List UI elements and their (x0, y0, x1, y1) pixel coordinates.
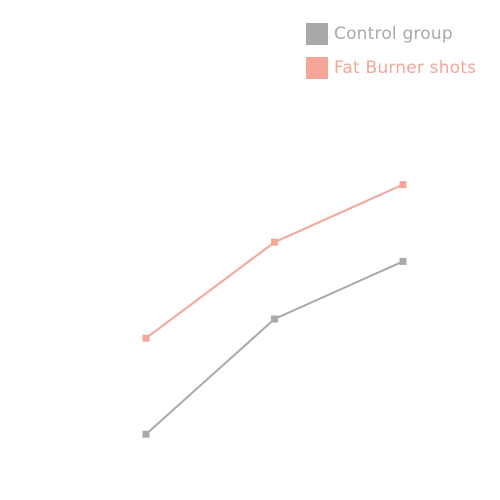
data-point-fat-burner-shots-3[interactable] (399, 181, 407, 189)
series-line-fat-burner-shots (145, 183, 404, 340)
legend-label-fat-burner-shots: Fat Burner shots (334, 58, 477, 78)
legend-swatch-fat-burner-shots (306, 57, 328, 79)
data-point-fat-burner-shots-1[interactable] (142, 334, 150, 342)
legend-item-control-group[interactable]: Control group (306, 23, 476, 45)
legend: Control group Fat Burner shots (306, 23, 476, 79)
series-layer (142, 181, 407, 438)
legend-label-control-group: Control group (334, 24, 453, 44)
legend-item-fat-burner-shots[interactable]: Fat Burner shots (306, 57, 476, 79)
data-point-control-group-2[interactable] (271, 315, 278, 323)
data-point-control-group-3[interactable] (399, 257, 407, 265)
data-point-fat-burner-shots-2[interactable] (271, 238, 278, 246)
series-line-control-group (145, 260, 404, 435)
legend-swatch-control-group (306, 23, 328, 45)
data-point-control-group-1[interactable] (142, 430, 150, 438)
